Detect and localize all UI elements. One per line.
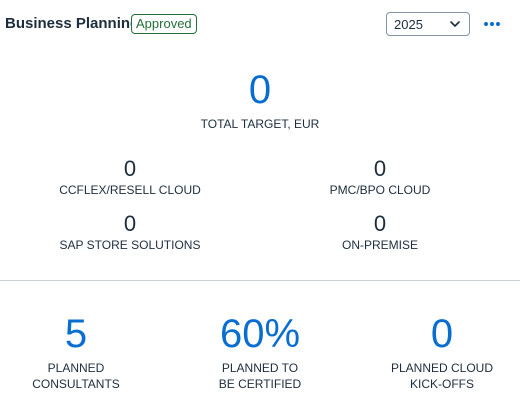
segment-label: SAP STORE SOLUTIONS	[59, 238, 201, 252]
planned-consultants-value: 5	[64, 312, 88, 356]
label-line-2: KICK-OFFS	[409, 377, 474, 391]
segment-label: PMC/BPO CLOUD	[329, 183, 431, 197]
segment-value: 0	[373, 211, 387, 236]
planned-kickoffs-value: 0	[430, 312, 454, 356]
planned-kickoffs-label: PLANNED CLOUD KICK-OFFS	[372, 360, 512, 392]
label-line-1: PLANNED	[47, 361, 105, 375]
segment-label: ON-PREMISE	[341, 238, 418, 252]
segment-value: 0	[123, 211, 137, 236]
segment-value: 0	[123, 156, 137, 181]
label-line-2: BE CERTIFIED	[218, 377, 302, 391]
segment-kpi-sap-store[interactable]: 0 SAP STORE SOLUTIONS	[30, 212, 230, 253]
label-line-1: PLANNED CLOUD	[390, 361, 494, 375]
year-select[interactable]: 2025	[386, 12, 470, 36]
segment-kpi-on-premise[interactable]: 0 ON-PREMISE	[285, 212, 475, 253]
planned-certified-label: PLANNED TO BE CERTIFIED	[190, 360, 330, 392]
year-select-value: 2025	[394, 17, 423, 32]
planned-kickoffs-kpi[interactable]: 0 PLANNED CLOUD KICK-OFFS	[372, 312, 512, 392]
card-title: Business Planning	[5, 15, 140, 32]
segment-kpi-ccflex[interactable]: 0 CCFLEX/RESELL CLOUD	[30, 157, 230, 198]
segment-kpi-pmc[interactable]: 0 PMC/BPO CLOUD	[285, 157, 475, 198]
planned-consultants-label: PLANNED CONSULTANTS	[16, 360, 136, 392]
segment-value: 0	[373, 156, 387, 181]
total-target-label: TOTAL TARGET, EUR	[200, 117, 320, 131]
total-target-kpi[interactable]: 0 TOTAL TARGET, EUR	[160, 68, 360, 132]
status-badge: Approved	[131, 14, 197, 34]
planned-certified-kpi[interactable]: 60% PLANNED TO BE CERTIFIED	[190, 312, 330, 392]
total-target-value: 0	[248, 68, 272, 112]
planned-consultants-kpi[interactable]: 5 PLANNED CONSULTANTS	[16, 312, 136, 392]
segment-label: CCFLEX/RESELL CLOUD	[59, 183, 201, 197]
chevron-down-icon	[450, 21, 460, 27]
card-header: Business Planning Approved 2025	[0, 0, 520, 50]
planned-certified-value: 60%	[219, 312, 301, 356]
label-line-1: PLANNED TO	[221, 361, 299, 375]
label-line-2: CONSULTANTS	[32, 377, 120, 391]
more-horizontal-icon[interactable]	[481, 14, 503, 34]
section-divider	[0, 280, 520, 281]
